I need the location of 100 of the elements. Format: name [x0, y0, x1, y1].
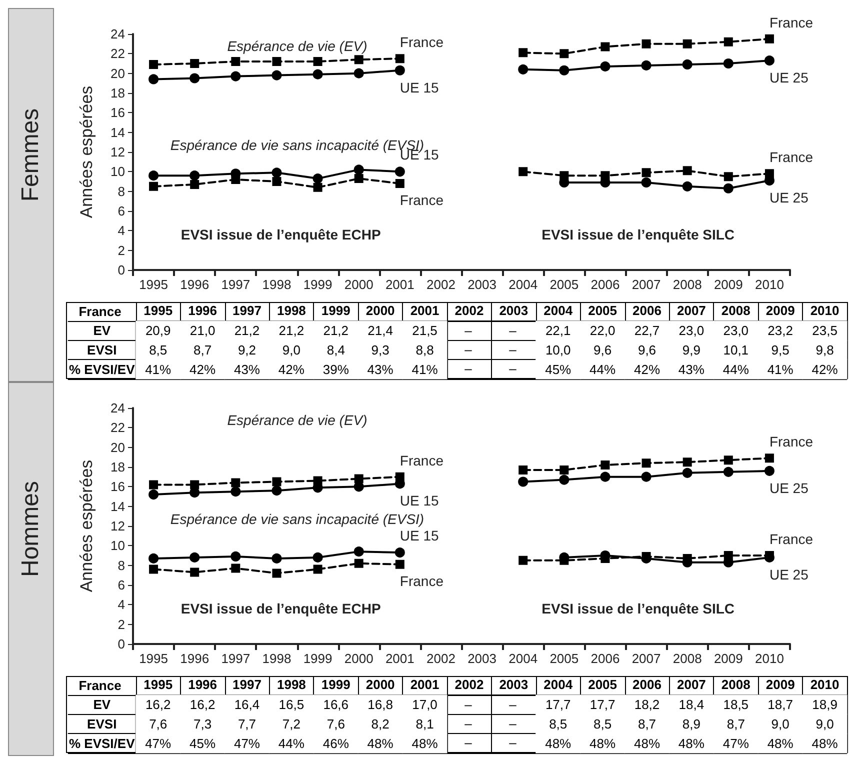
data-label: 17,0: [412, 697, 438, 712]
point: [272, 568, 282, 578]
x-tick-label: 2005: [588, 677, 618, 692]
data-label: 47%: [145, 736, 172, 751]
data-label: 8,9: [682, 716, 700, 732]
x-tick-label: 2007: [676, 303, 706, 318]
point: [313, 182, 322, 192]
point: [231, 564, 240, 573]
y-axis-title: Années espérées: [77, 86, 96, 218]
y-tick-label: EV: [93, 697, 111, 712]
x-tick-label: 1999: [321, 677, 350, 692]
series-label: UE 25: [769, 190, 809, 206]
point: [764, 454, 774, 463]
point: [312, 174, 323, 184]
annotation: EVSI issue de l’enquête SILC: [542, 226, 735, 243]
text: –: [464, 342, 472, 357]
y-tick-label: 4: [118, 223, 125, 238]
x-tick-label: 2003: [468, 651, 496, 666]
point: [354, 482, 364, 492]
y-tick-label: 16: [110, 105, 125, 120]
point: [190, 59, 200, 68]
point: [148, 553, 159, 564]
point: [272, 70, 282, 80]
y-tick-label: 20: [110, 66, 125, 81]
y-tick-label: % EVSI/EV: [69, 736, 136, 751]
point: [272, 477, 282, 486]
point: [600, 472, 610, 482]
x-tick-label: 2004: [544, 303, 574, 318]
point: [518, 556, 528, 565]
point: [354, 174, 364, 184]
y-tick-label: 6: [118, 578, 125, 592]
point: [149, 480, 158, 490]
data-label: 45%: [545, 362, 572, 377]
point: [518, 167, 528, 176]
text: –: [464, 361, 472, 376]
text: –: [509, 323, 516, 338]
y-tick-label: 12: [110, 518, 125, 534]
text: Hommes: [17, 480, 45, 578]
x-tick-label: 2001: [410, 303, 440, 318]
point: [312, 552, 323, 562]
y-tick-label: EV: [93, 323, 111, 338]
point: [231, 57, 240, 66]
data-label: 42%: [190, 362, 216, 377]
point: [148, 74, 159, 84]
x-tick-label: 2006: [632, 303, 662, 318]
point: [230, 551, 241, 562]
x-tick-label: 2004: [508, 651, 538, 666]
annotation: Espérance de vie (EV): [227, 38, 368, 54]
data-label: 22,0: [590, 323, 616, 338]
data-label: 8,2: [371, 716, 390, 732]
x-tick-label: 2009: [766, 677, 795, 692]
text: Femmes: [17, 108, 45, 202]
point: [642, 458, 651, 468]
point: [354, 164, 364, 175]
x-tick-label: 2003: [468, 277, 496, 292]
point: [148, 490, 159, 500]
data-label: 8,1: [416, 716, 434, 732]
x-tick-label: 2002: [454, 303, 484, 318]
x-tick-label: 2010: [755, 277, 784, 292]
data-label: 41%: [145, 362, 172, 377]
series-label: UE 15: [400, 492, 440, 509]
point: [149, 182, 158, 191]
data-label: 48%: [367, 736, 394, 751]
data-label: 18,4: [678, 697, 704, 712]
point: [231, 478, 240, 488]
y-tick-label: 2: [118, 616, 125, 632]
data-label: 41%: [767, 362, 794, 377]
y-tick-label: 24: [110, 400, 125, 416]
data-label: 23,2: [768, 323, 793, 338]
x-tick-label: 2008: [672, 277, 702, 292]
x-tick-label: 2004: [544, 677, 574, 692]
text: –: [464, 323, 472, 338]
x-tick-label: 1997: [221, 651, 250, 666]
x-tick-label: 2003: [499, 303, 528, 318]
x-tick-label: 2008: [721, 677, 750, 692]
text: –: [509, 735, 516, 750]
x-tick-label: 2010: [810, 303, 840, 318]
point: [641, 60, 652, 70]
y-tick-label: 18: [110, 86, 125, 100]
y-tick-label: 6: [118, 204, 125, 218]
point: [394, 65, 405, 76]
series-label: UE 25: [769, 70, 809, 86]
point: [272, 553, 282, 564]
point: [272, 168, 282, 178]
point: [642, 168, 651, 178]
x-tick-label: 2001: [385, 277, 414, 292]
point: [190, 568, 200, 577]
annotation: Espérance de vie (EV): [227, 412, 368, 428]
x-tick-label: 2005: [550, 651, 579, 666]
point: [354, 68, 364, 78]
point: [723, 466, 734, 477]
point: [600, 460, 610, 470]
x-tick-label: 2009: [714, 651, 743, 666]
point: [518, 64, 528, 74]
y-tick-label: 22: [110, 420, 125, 436]
data-label: 23,0: [678, 323, 704, 338]
x-tick-label: 1996: [180, 651, 210, 666]
y-tick-label: 0: [118, 636, 125, 652]
point: [190, 73, 200, 84]
data-label: 48%: [412, 736, 438, 751]
